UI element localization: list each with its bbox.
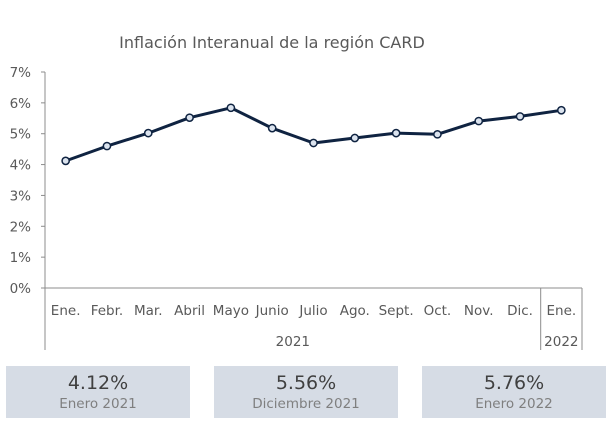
data-point bbox=[474, 116, 484, 126]
summary-card-enero-2022: 5.76% Enero 2022 bbox=[422, 366, 606, 418]
y-tick-label: 4% bbox=[10, 158, 32, 174]
data-point bbox=[350, 133, 360, 143]
card-value: 5.56% bbox=[275, 372, 337, 394]
category-label: Mayo bbox=[213, 303, 249, 319]
category-label: Ago. bbox=[340, 303, 370, 319]
data-point bbox=[267, 123, 277, 133]
data-point bbox=[556, 105, 566, 115]
y-tick-label: 7% bbox=[10, 65, 32, 81]
category-label: Junio bbox=[255, 303, 289, 319]
inflation-line-chart: Inflación Interanual de la región CARD 0… bbox=[10, 33, 583, 350]
category-label: Ene. bbox=[547, 303, 577, 319]
category-label: Ene. bbox=[51, 303, 81, 319]
data-point bbox=[226, 103, 236, 113]
y-tick-labels: 0% 1% 2% 3% 4% 5% 6% 7% bbox=[10, 65, 32, 297]
year-label: 2022 bbox=[544, 334, 578, 350]
chart-axes bbox=[41, 71, 583, 350]
y-tick-label: 6% bbox=[10, 96, 32, 112]
y-tick-label: 2% bbox=[10, 219, 32, 235]
card-label: Diciembre 2021 bbox=[252, 396, 360, 412]
category-label: Abril bbox=[174, 303, 205, 319]
category-label: Mar. bbox=[134, 303, 163, 319]
chart-title: Inflación Interanual de la región CARD bbox=[119, 33, 425, 52]
data-point bbox=[309, 138, 318, 148]
y-tick-label: 3% bbox=[10, 188, 32, 204]
category-label: Nov. bbox=[464, 303, 494, 319]
y-tick-label: 5% bbox=[10, 127, 32, 143]
data-point bbox=[433, 129, 442, 139]
card-label: Enero 2022 bbox=[475, 396, 553, 412]
category-label: Julio bbox=[298, 303, 327, 319]
data-point bbox=[185, 113, 194, 123]
y-tick-label: 0% bbox=[10, 281, 32, 297]
category-label: Sept. bbox=[379, 303, 414, 319]
category-label: Oct. bbox=[424, 303, 452, 319]
summary-card-diciembre-2021: 5.56% Diciembre 2021 bbox=[214, 366, 398, 418]
card-label: Enero 2021 bbox=[59, 396, 137, 412]
data-points bbox=[61, 103, 566, 166]
category-label: Febr. bbox=[91, 303, 124, 319]
summary-card-enero-2021: 4.12% Enero 2021 bbox=[6, 366, 190, 418]
year-labels: 2021 2022 bbox=[276, 334, 579, 350]
data-point bbox=[391, 128, 401, 138]
data-point bbox=[143, 128, 153, 138]
y-tick-label: 1% bbox=[10, 250, 32, 266]
card-value: 5.76% bbox=[483, 372, 545, 394]
year-label: 2021 bbox=[276, 334, 310, 350]
card-value: 4.12% bbox=[67, 372, 129, 394]
data-point bbox=[515, 112, 525, 121]
category-labels: Ene. Febr. Mar. Abril Mayo Junio Julio Ago. Sept… bbox=[51, 303, 576, 319]
category-label: Dic. bbox=[507, 303, 533, 319]
data-point bbox=[61, 156, 71, 166]
data-point bbox=[102, 141, 112, 151]
series-line bbox=[65, 106, 562, 163]
